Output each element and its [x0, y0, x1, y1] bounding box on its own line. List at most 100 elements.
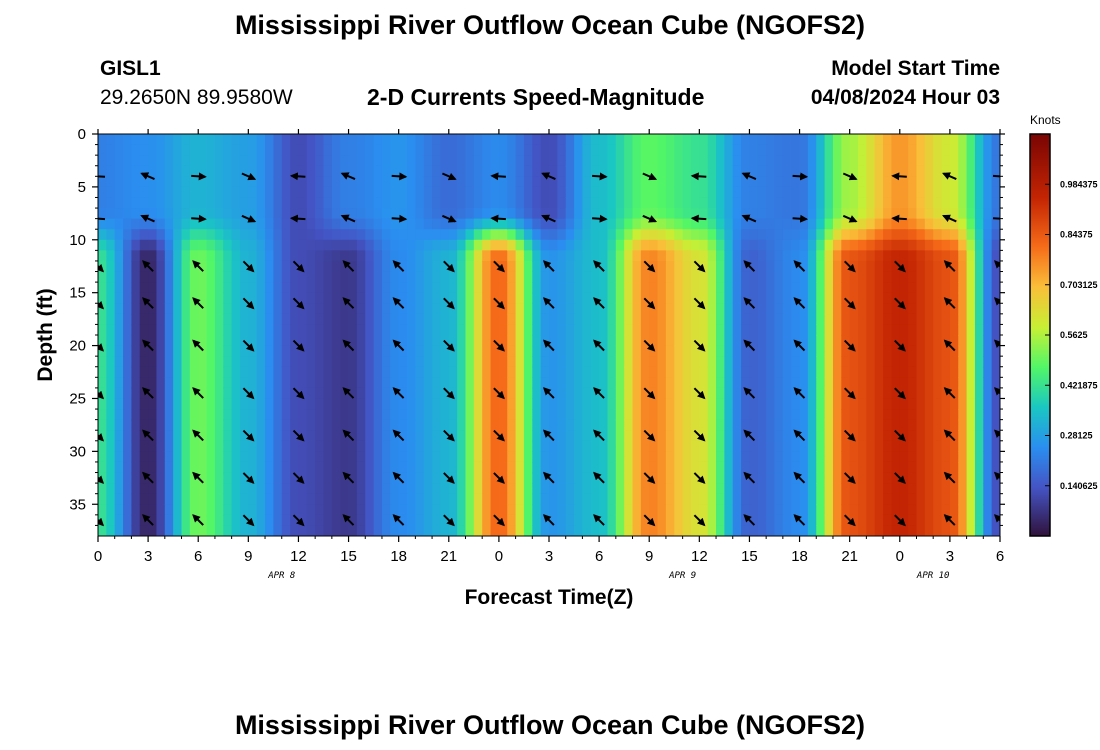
heatmap-cell: [540, 493, 550, 505]
heatmap-cell: [189, 144, 199, 156]
heatmap-cell: [924, 525, 934, 536]
heatmap-cell: [916, 229, 926, 241]
heatmap-cell: [148, 472, 158, 484]
heatmap-cell: [749, 345, 759, 357]
heatmap-cell: [699, 366, 709, 378]
heatmap-cell: [482, 387, 492, 400]
heatmap-cell: [398, 525, 408, 536]
heatmap-cell: [248, 313, 258, 326]
heatmap-cell: [440, 493, 450, 505]
heatmap-cell: [632, 239, 642, 251]
heatmap-cell: [699, 324, 709, 336]
heatmap-cell: [490, 313, 500, 326]
heatmap-cell: [365, 472, 375, 484]
heatmap-cell: [123, 313, 133, 326]
heatmap-cell: [699, 155, 709, 167]
heatmap-cell: [256, 493, 266, 505]
heatmap-cell: [281, 398, 291, 410]
heatmap-cell: [858, 271, 867, 283]
heatmap-cell: [757, 451, 767, 463]
x-tick-label: 6: [996, 548, 1004, 565]
heatmap-cell: [348, 165, 358, 177]
heatmap-cell: [281, 504, 291, 516]
heatmap-cell: [991, 345, 1000, 357]
heatmap-cell: [941, 345, 951, 357]
heatmap-cell: [632, 440, 642, 452]
heatmap-cell: [181, 472, 191, 484]
heatmap-cell: [557, 430, 567, 442]
heatmap-cell: [306, 377, 316, 389]
heatmap-cell: [164, 292, 174, 304]
heatmap-cell: [933, 271, 943, 283]
heatmap-cell: [365, 144, 375, 156]
heatmap-cell: [223, 366, 233, 378]
heatmap-cell: [791, 483, 801, 495]
current-vector: [443, 472, 455, 484]
heatmap-cell: [557, 504, 567, 516]
heatmap-cell: [690, 176, 700, 188]
heatmap-cell: [239, 144, 249, 156]
heatmap-cell: [958, 409, 968, 421]
heatmap-cell: [315, 387, 325, 400]
heatmap-cell: [323, 483, 333, 495]
heatmap-cell: [582, 335, 592, 347]
heatmap-cell: [457, 335, 467, 347]
heatmap-cell: [306, 430, 316, 442]
heatmap-cell: [482, 313, 492, 326]
heatmap-cell: [924, 409, 934, 421]
heatmap-cell: [290, 525, 300, 536]
current-vector: [693, 260, 706, 273]
heatmap-cell: [615, 366, 625, 378]
heatmap-cell: [98, 493, 107, 505]
heatmap-cell: [265, 324, 274, 336]
heatmap-cell: [114, 504, 124, 516]
heatmap-cell: [757, 271, 767, 283]
heatmap-cell: [832, 440, 842, 452]
heatmap-cell: [766, 514, 776, 527]
heatmap-cell: [214, 409, 224, 421]
heatmap-cell: [156, 260, 166, 273]
heatmap-cell: [331, 303, 341, 315]
heatmap-cell: [607, 292, 617, 304]
heatmap-cell: [139, 208, 149, 220]
heatmap-cell: [457, 186, 467, 199]
heatmap-cell: [214, 430, 224, 442]
heatmap-cell: [824, 303, 834, 315]
heatmap-cell: [131, 483, 141, 495]
heatmap-cell: [173, 419, 183, 431]
heatmap-cell: [123, 504, 133, 516]
heatmap-cell: [114, 472, 124, 484]
heatmap-cell: [574, 409, 584, 421]
heatmap-cell: [640, 525, 650, 536]
heatmap-cell: [924, 419, 934, 431]
current-vector: [140, 172, 155, 181]
heatmap-cell: [206, 229, 216, 241]
heatmap-cell: [156, 461, 166, 474]
heatmap-cell: [682, 218, 692, 230]
heatmap-cell: [231, 218, 241, 230]
heatmap-cell: [974, 208, 984, 220]
heatmap-cell: [398, 271, 408, 283]
heatmap-cell: [523, 165, 533, 177]
heatmap-cell: [131, 514, 141, 527]
heatmap-cell: [515, 451, 525, 463]
heatmap-cell: [991, 366, 1000, 378]
heatmap-cell: [265, 239, 274, 251]
heatmap-cell: [924, 366, 934, 378]
heatmap-cell: [523, 345, 533, 357]
heatmap-cell: [699, 440, 709, 452]
heatmap-cell: [958, 292, 968, 304]
current-vector: [493, 514, 505, 527]
heatmap-cell: [498, 409, 508, 421]
heatmap-cell: [298, 282, 308, 294]
heatmap-cell: [824, 377, 834, 389]
heatmap-cell: [173, 176, 183, 188]
heatmap-cell: [991, 239, 1000, 251]
heatmap-cell: [448, 313, 458, 326]
heatmap-cell: [891, 260, 901, 273]
heatmap-cell: [465, 430, 475, 442]
current-vector: [292, 387, 305, 400]
heatmap-cell: [908, 229, 918, 241]
heatmap-cell: [198, 472, 208, 484]
heatmap-cell: [348, 176, 358, 188]
